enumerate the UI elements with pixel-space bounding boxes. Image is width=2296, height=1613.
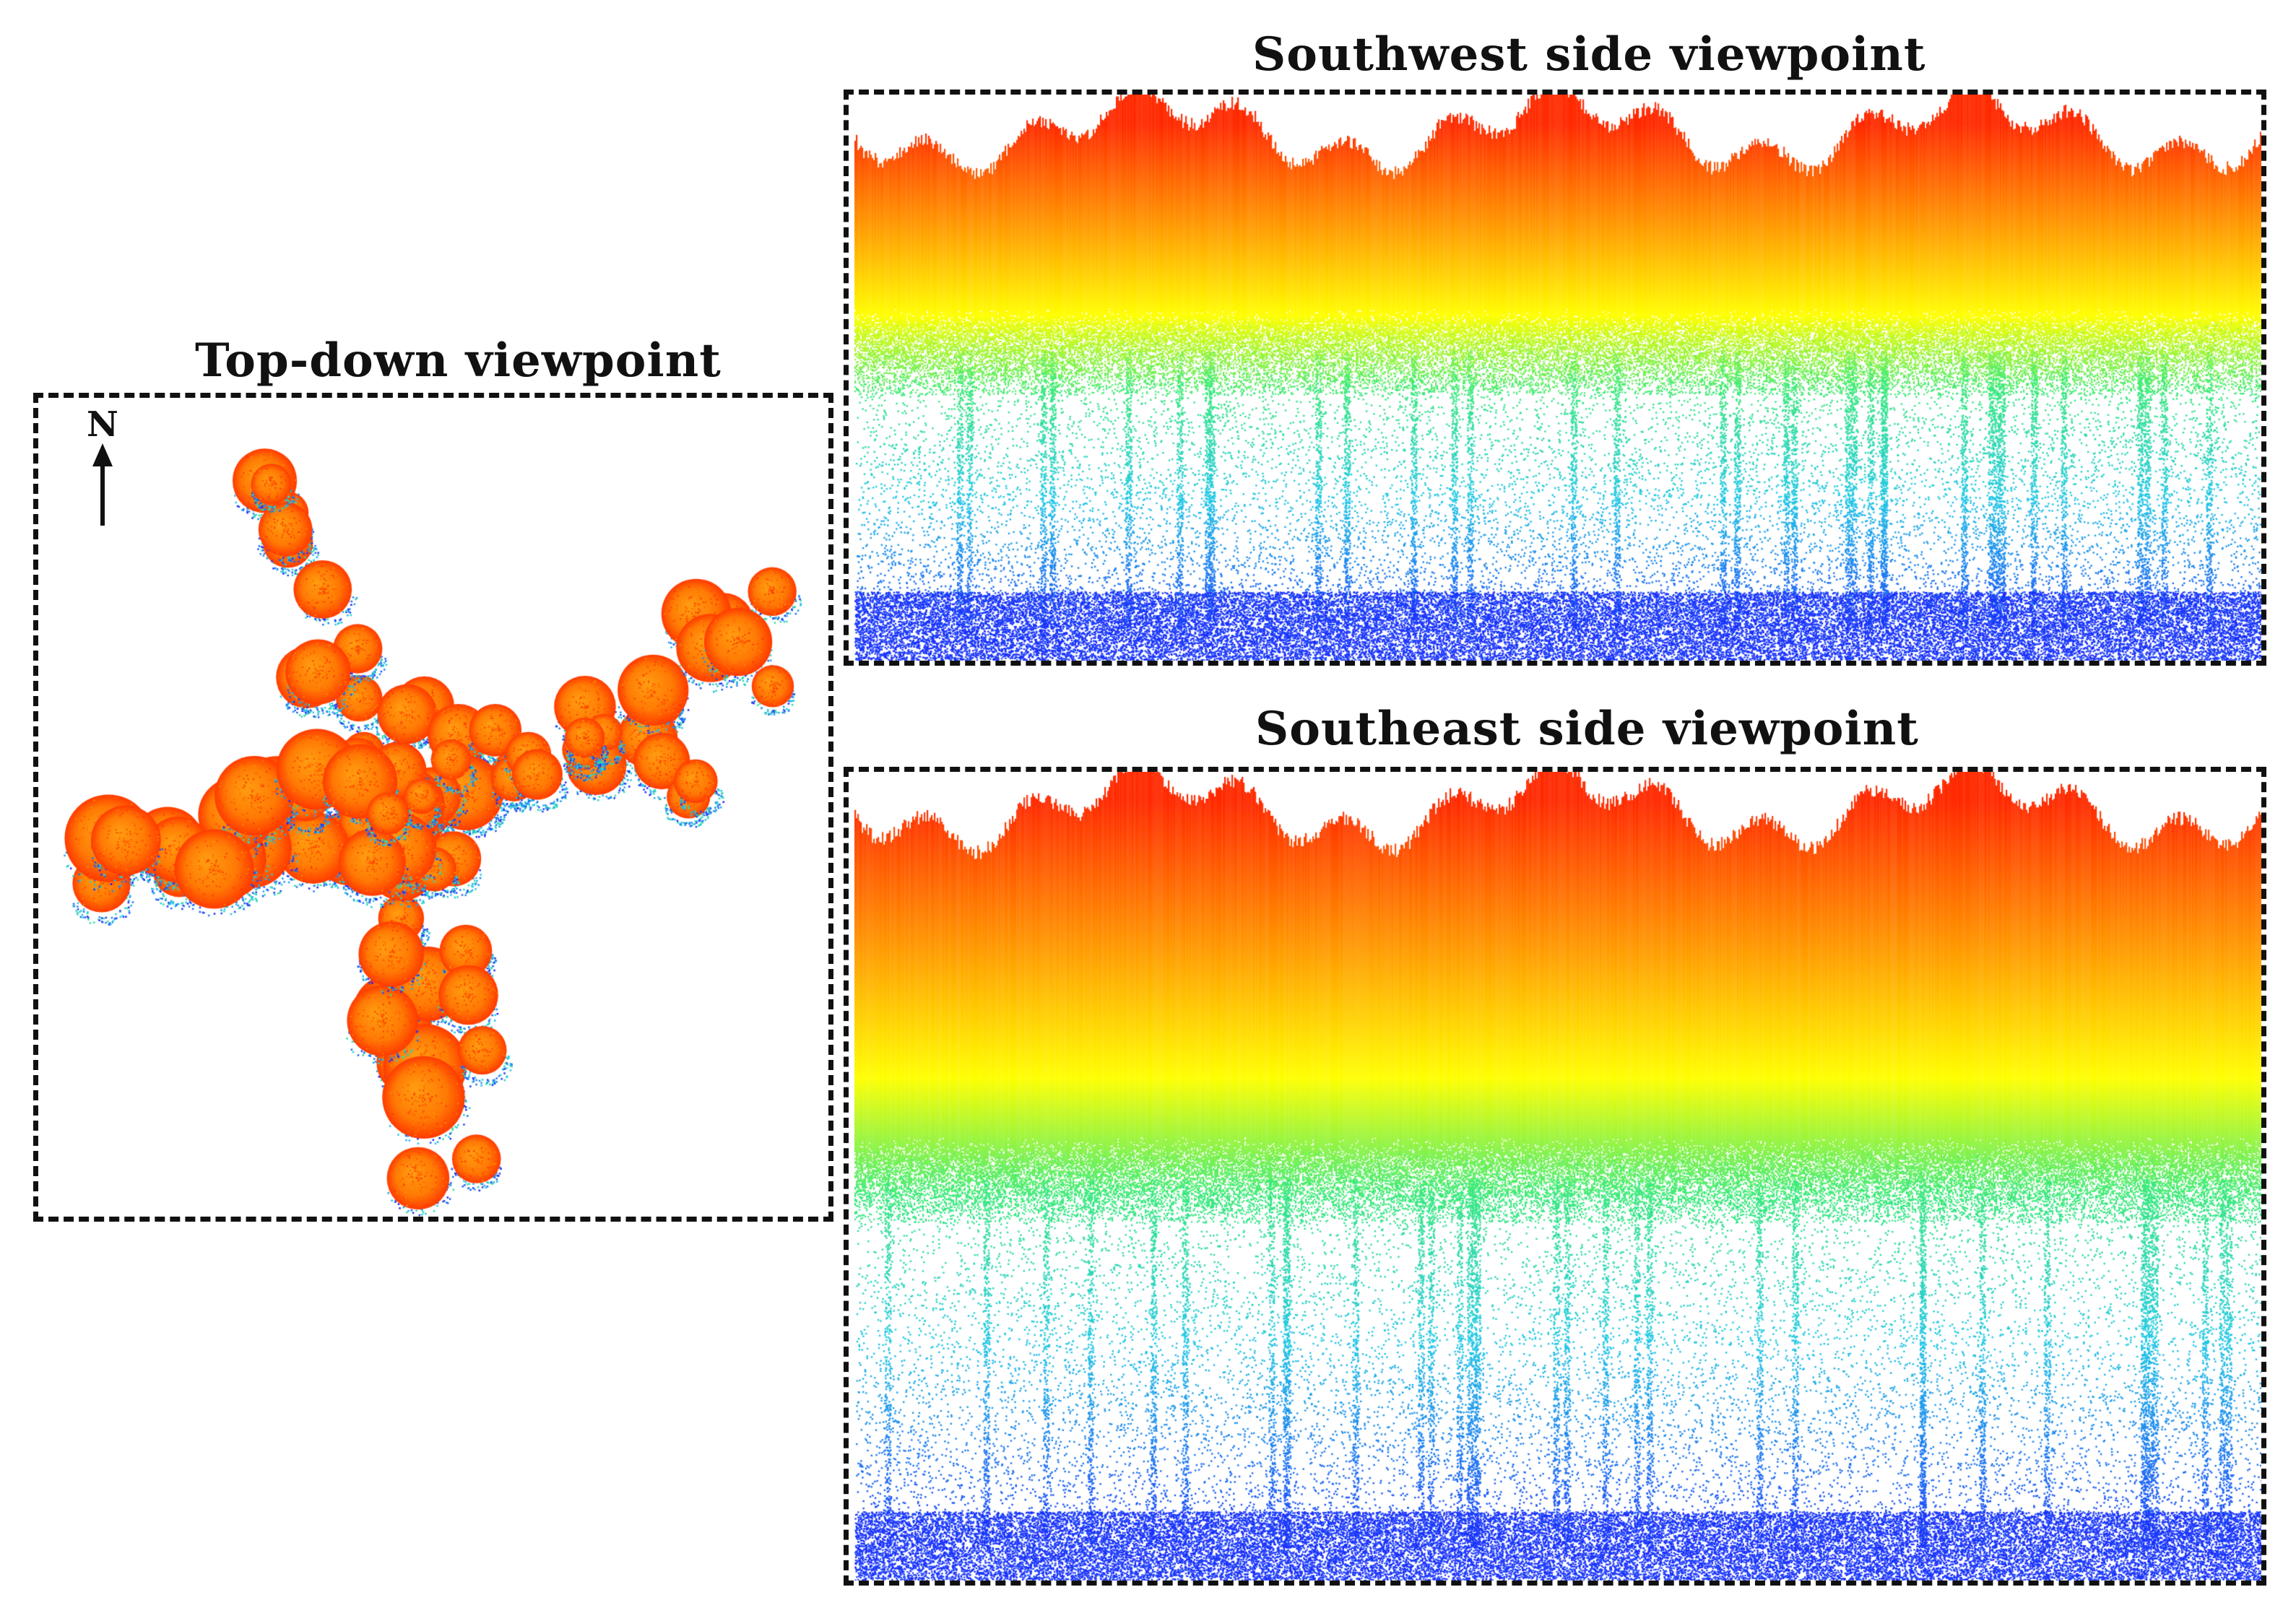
topdown-point-cloud	[38, 398, 828, 1217]
southeast-title: Southeast side viewpoint	[1255, 702, 1919, 756]
north-arrow-icon	[92, 443, 113, 526]
topdown-title: Top-down viewpoint	[195, 334, 722, 388]
southwest-point-cloud	[849, 95, 2261, 661]
topdown-panel	[33, 393, 833, 1222]
southwest-title: Southwest side viewpoint	[1252, 27, 1926, 82]
southeast-panel	[844, 767, 2266, 1586]
compass-label: N	[87, 404, 118, 445]
southeast-point-cloud	[849, 772, 2261, 1581]
southwest-panel	[844, 90, 2266, 666]
compass: N	[81, 404, 124, 534]
